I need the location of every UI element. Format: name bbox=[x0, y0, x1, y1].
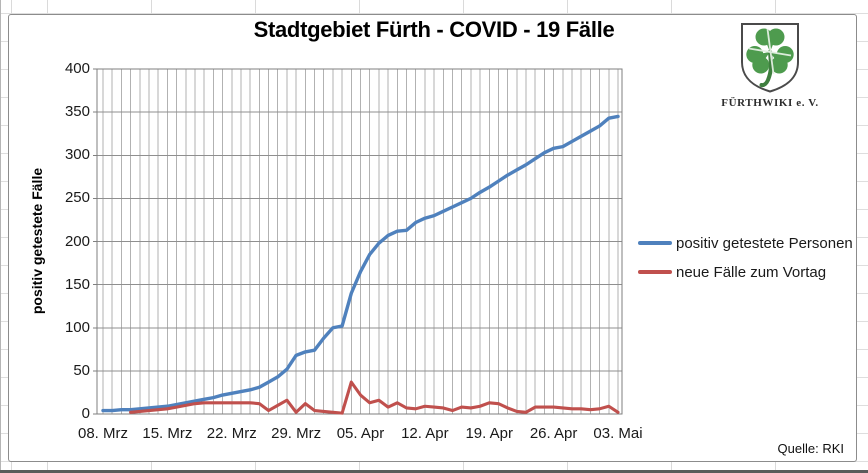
series-1 bbox=[129, 380, 620, 415]
y-tick-label: 150 bbox=[64, 275, 90, 293]
y-tick-label: 200 bbox=[64, 232, 90, 250]
x-tick-label: 26. Apr bbox=[529, 425, 578, 442]
source-note: Quelle: RKI bbox=[777, 441, 844, 456]
x-tick-label: 19. Apr bbox=[465, 425, 514, 442]
x-tick-label: 22. Mrz bbox=[206, 425, 257, 442]
fuerthwiki-logo: FÜRTHWIKI e. V. bbox=[710, 22, 830, 109]
window-left-edge bbox=[0, 0, 1, 473]
y-tick-label: 100 bbox=[64, 318, 90, 336]
x-tick-label: 03. Mai bbox=[593, 425, 643, 442]
x-tick-label: 15. Mrz bbox=[142, 425, 193, 442]
gridlines bbox=[93, 68, 623, 415]
x-tick-label: 05. Apr bbox=[336, 425, 385, 442]
legend-label: neue Fälle zum Vortag bbox=[676, 263, 827, 281]
y-tick-label: 300 bbox=[64, 146, 90, 164]
logo-caption: FÜRTHWIKI e. V. bbox=[721, 97, 819, 109]
y-tick-label: 350 bbox=[64, 103, 90, 121]
x-tick-label: 12. Apr bbox=[401, 425, 449, 442]
window-bottom-edge bbox=[0, 470, 868, 473]
x-tick-label: 29. Mrz bbox=[271, 425, 322, 442]
chart-title: Stadtgebiet Fürth - COVID - 19 Fälle bbox=[253, 17, 615, 42]
legend-entry-1: neue Fälle zum Vortag bbox=[638, 261, 853, 283]
legend-line-sample bbox=[638, 270, 672, 274]
legend: positiv getestete Personen neue Fälle zum… bbox=[638, 232, 853, 290]
plot-area bbox=[93, 68, 623, 415]
y-tick-label: 250 bbox=[64, 189, 90, 207]
legend-entry-0: positiv getestete Personen bbox=[638, 232, 853, 254]
series-0 bbox=[101, 114, 620, 413]
y-tick-label: 400 bbox=[64, 60, 90, 77]
chart-frame bbox=[8, 14, 857, 462]
y-tick-label: 0 bbox=[81, 405, 90, 422]
shield-clover-icon bbox=[741, 23, 799, 93]
legend-label: positiv getestete Personen bbox=[676, 234, 853, 252]
legend-line-sample bbox=[638, 241, 672, 245]
y-tick-label: 50 bbox=[73, 361, 90, 379]
x-tick-label: 08. Mrz bbox=[77, 425, 128, 442]
